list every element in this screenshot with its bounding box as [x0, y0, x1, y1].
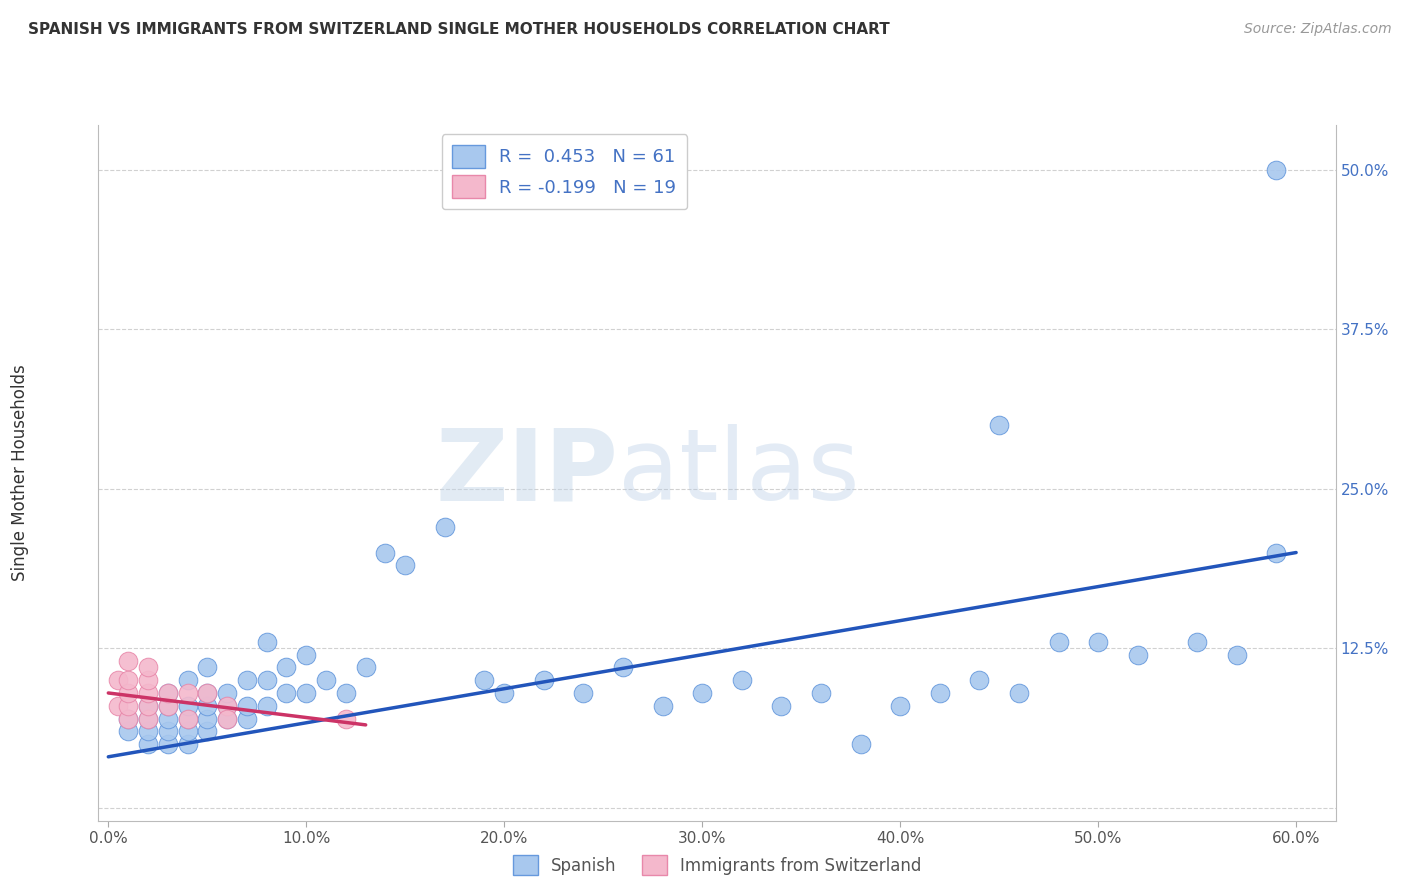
- Point: [374, 545, 396, 559]
- Point: [394, 558, 416, 573]
- Point: [236, 712, 259, 726]
- Point: [176, 698, 198, 713]
- Point: [1265, 162, 1288, 177]
- Point: [236, 698, 259, 713]
- Point: [256, 698, 278, 713]
- Point: [195, 686, 218, 700]
- Point: [612, 660, 634, 674]
- Point: [849, 737, 872, 751]
- Legend: Spanish, Immigrants from Switzerland: Spanish, Immigrants from Switzerland: [506, 848, 928, 882]
- Point: [1087, 635, 1109, 649]
- Point: [117, 673, 139, 688]
- Point: [690, 686, 713, 700]
- Point: [217, 686, 239, 700]
- Point: [195, 724, 218, 739]
- Text: Source: ZipAtlas.com: Source: ZipAtlas.com: [1244, 22, 1392, 37]
- Point: [1226, 648, 1249, 662]
- Point: [988, 417, 1011, 432]
- Point: [474, 673, 496, 688]
- Text: SPANISH VS IMMIGRANTS FROM SWITZERLAND SINGLE MOTHER HOUSEHOLDS CORRELATION CHAR: SPANISH VS IMMIGRANTS FROM SWITZERLAND S…: [28, 22, 890, 37]
- Point: [889, 698, 911, 713]
- Point: [217, 712, 239, 726]
- Point: [195, 686, 218, 700]
- Point: [156, 686, 179, 700]
- Point: [136, 737, 159, 751]
- Point: [136, 698, 159, 713]
- Point: [1047, 635, 1070, 649]
- Point: [217, 698, 239, 713]
- Point: [136, 686, 159, 700]
- Point: [156, 724, 179, 739]
- Point: [731, 673, 754, 688]
- Point: [236, 673, 259, 688]
- Point: [354, 660, 377, 674]
- Point: [136, 712, 159, 726]
- Point: [335, 712, 357, 726]
- Point: [176, 712, 198, 726]
- Point: [117, 698, 139, 713]
- Point: [136, 712, 159, 726]
- Point: [335, 686, 357, 700]
- Point: [156, 737, 179, 751]
- Point: [107, 698, 129, 713]
- Point: [969, 673, 991, 688]
- Point: [136, 673, 159, 688]
- Point: [295, 648, 318, 662]
- Point: [117, 712, 139, 726]
- Point: [117, 724, 139, 739]
- Point: [156, 698, 179, 713]
- Point: [256, 673, 278, 688]
- Point: [1185, 635, 1208, 649]
- Point: [156, 686, 179, 700]
- Point: [572, 686, 595, 700]
- Point: [136, 724, 159, 739]
- Point: [1008, 686, 1031, 700]
- Point: [176, 724, 198, 739]
- Point: [176, 737, 198, 751]
- Point: [136, 698, 159, 713]
- Point: [176, 673, 198, 688]
- Point: [195, 698, 218, 713]
- Point: [117, 686, 139, 700]
- Point: [117, 654, 139, 668]
- Point: [107, 673, 129, 688]
- Point: [136, 660, 159, 674]
- Point: [217, 698, 239, 713]
- Point: [928, 686, 950, 700]
- Point: [276, 660, 298, 674]
- Point: [651, 698, 673, 713]
- Point: [217, 712, 239, 726]
- Point: [176, 712, 198, 726]
- Point: [195, 712, 218, 726]
- Point: [176, 686, 198, 700]
- Point: [1126, 648, 1149, 662]
- Point: [156, 712, 179, 726]
- Y-axis label: Single Mother Households: Single Mother Households: [11, 365, 30, 581]
- Point: [195, 660, 218, 674]
- Point: [494, 686, 516, 700]
- Point: [117, 712, 139, 726]
- Point: [1265, 545, 1288, 559]
- Point: [256, 635, 278, 649]
- Point: [315, 673, 337, 688]
- Text: ZIP: ZIP: [436, 425, 619, 521]
- Point: [810, 686, 832, 700]
- Point: [433, 520, 456, 534]
- Point: [156, 698, 179, 713]
- Point: [295, 686, 318, 700]
- Point: [770, 698, 793, 713]
- Point: [276, 686, 298, 700]
- Point: [533, 673, 555, 688]
- Text: atlas: atlas: [619, 425, 859, 521]
